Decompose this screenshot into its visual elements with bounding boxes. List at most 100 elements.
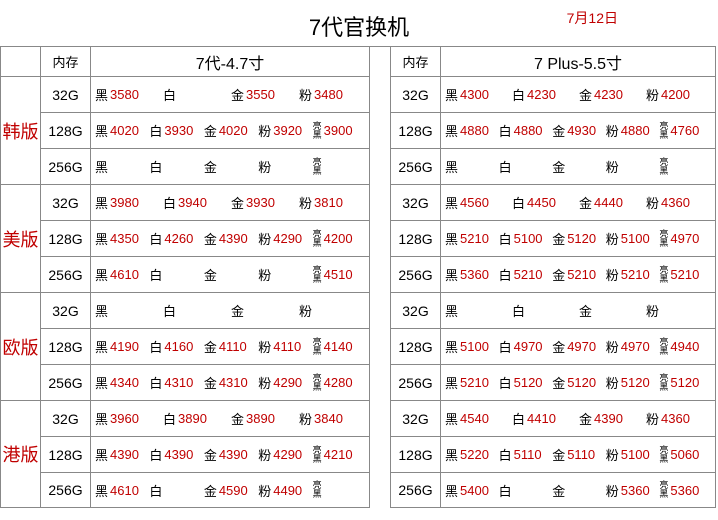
color-label: 粉 <box>258 157 271 176</box>
price-value: 4300 <box>460 87 489 102</box>
color-price-pair: 黑4390 <box>95 445 147 464</box>
color-label: 粉 <box>646 85 659 104</box>
color-label: 亮黑 <box>313 338 322 356</box>
price-value: 3940 <box>178 195 207 210</box>
color-label: 亮黑 <box>659 266 668 284</box>
color-price-pair: 亮黑4140 <box>313 338 365 356</box>
color-price-pair: 粉4290 <box>258 445 310 464</box>
mem-cell: 256G <box>390 148 440 184</box>
color-price-pair: 粉4880 <box>606 121 658 140</box>
price-value: 4590 <box>219 483 248 498</box>
color-price-pair: 白4410 <box>512 409 577 428</box>
color-label: 黑 <box>445 85 458 104</box>
color-label: 金 <box>552 157 565 176</box>
color-price-pair: 白 <box>149 157 201 176</box>
color-label: 黑 <box>445 229 458 248</box>
color-label: 粉 <box>258 481 271 500</box>
price-value: 5360 <box>670 483 699 498</box>
color-label: 白 <box>499 265 512 284</box>
price-value: 5210 <box>514 267 543 282</box>
price-value: 4450 <box>527 195 556 210</box>
color-price-pair: 粉5210 <box>606 265 658 284</box>
table-row: 128G黑5100白4970金4970粉4970亮黑4940 <box>390 328 716 364</box>
color-label: 金 <box>204 481 217 500</box>
color-label: 黑 <box>445 265 458 284</box>
color-label: 粉 <box>258 265 271 284</box>
color-label: 白 <box>512 193 525 212</box>
mem-cell: 32G <box>40 292 90 328</box>
color-label: 白 <box>499 121 512 140</box>
color-price-pair: 亮黑4970 <box>659 230 711 248</box>
color-label: 亮黑 <box>659 122 668 140</box>
color-label: 黑 <box>445 373 458 392</box>
color-price-pair: 粉3920 <box>258 121 310 140</box>
color-label: 白 <box>149 157 162 176</box>
price-value: 4390 <box>219 231 248 246</box>
header: 7代官换机 7月12日 <box>0 0 718 46</box>
color-price-pair: 金4930 <box>552 121 604 140</box>
color-price-pair: 亮黑4280 <box>313 374 365 392</box>
price-value: 4230 <box>527 87 556 102</box>
price-value: 4310 <box>219 375 248 390</box>
color-price-pair: 黑5210 <box>445 373 497 392</box>
color-label: 粉 <box>299 409 312 428</box>
color-label: 黑 <box>445 445 458 464</box>
mem-header: 内存 <box>40 46 90 76</box>
price-value: 4020 <box>110 123 139 138</box>
color-label: 亮黑 <box>313 158 322 176</box>
price-cell: 黑4540白4410金4390粉4360 <box>440 400 716 436</box>
color-price-pair: 粉3840 <box>299 409 365 428</box>
price-cell: 黑4190白4160金4110粉4110亮黑4140 <box>90 328 370 364</box>
table-row: 256G黑5400白金粉5360亮黑5360 <box>390 472 716 508</box>
color-price-pair: 粉5100 <box>606 445 658 464</box>
price-cell: 黑4610白金粉亮黑4510 <box>90 256 370 292</box>
price-cell: 黑4390白4390金4390粉4290亮黑4210 <box>90 436 370 472</box>
color-label: 粉 <box>606 445 619 464</box>
color-price-pair: 黑5400 <box>445 481 497 500</box>
mem-cell: 256G <box>390 472 440 508</box>
table-row: 256G黑白金粉亮黑 <box>40 148 370 184</box>
table-row: 32G黑4300白4230金4230粉4200 <box>390 76 716 112</box>
color-price-pair: 金5210 <box>552 265 604 284</box>
price-value: 3580 <box>110 87 139 102</box>
mem-cell: 256G <box>40 364 90 400</box>
color-price-pair: 黑4610 <box>95 481 147 500</box>
color-price-pair: 金4310 <box>204 373 256 392</box>
price-value: 5210 <box>621 267 650 282</box>
table-row: 128G黑4880白4880金4930粉4880亮黑4760 <box>390 112 716 148</box>
mem-cell: 128G <box>40 436 90 472</box>
color-label: 粉 <box>258 373 271 392</box>
color-price-pair: 黑4560 <box>445 193 510 212</box>
table-row: 128G黑4190白4160金4110粉4110亮黑4140 <box>40 328 370 364</box>
mem-cell: 32G <box>390 400 440 436</box>
color-label: 金 <box>552 445 565 464</box>
color-price-pair: 黑4190 <box>95 337 147 356</box>
color-price-pair: 亮黑 <box>313 481 365 499</box>
color-price-pair: 亮黑3900 <box>313 122 365 140</box>
color-price-pair: 粉5120 <box>606 373 658 392</box>
color-price-pair: 金4590 <box>204 481 256 500</box>
color-price-pair: 粉4490 <box>258 481 310 500</box>
color-price-pair: 亮黑4940 <box>659 338 711 356</box>
color-label: 黑 <box>95 301 108 320</box>
price-value: 5210 <box>460 231 489 246</box>
price-value: 4930 <box>567 123 596 138</box>
color-price-pair: 亮黑5210 <box>659 266 711 284</box>
price-value: 4310 <box>164 375 193 390</box>
mem-cell: 128G <box>40 220 90 256</box>
table-row: 32G黑4540白4410金4390粉4360 <box>390 400 716 436</box>
color-label: 粉 <box>258 337 271 356</box>
color-price-pair: 黑5220 <box>445 445 497 464</box>
color-label: 金 <box>579 409 592 428</box>
color-label: 粉 <box>299 301 312 320</box>
color-price-pair: 白4880 <box>499 121 551 140</box>
color-label: 粉 <box>606 121 619 140</box>
color-price-pair: 黑4020 <box>95 121 147 140</box>
variant-label: 欧版 <box>0 292 40 400</box>
mem-cell: 256G <box>40 148 90 184</box>
price-value: 5120 <box>670 375 699 390</box>
color-label: 金 <box>552 337 565 356</box>
color-price-pair: 黑4610 <box>95 265 147 284</box>
color-price-pair: 黑3960 <box>95 409 161 428</box>
color-price-pair: 黑5360 <box>445 265 497 284</box>
